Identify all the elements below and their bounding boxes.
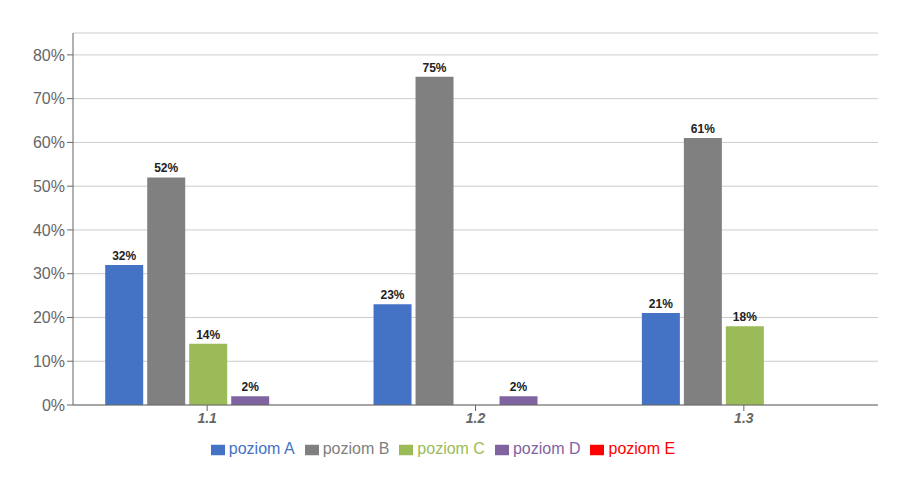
- svg-text:61%: 61%: [691, 122, 715, 136]
- html-text:poziom B: poziom B: [322, 440, 390, 457]
- svg-text:40%: 40%: [33, 222, 65, 239]
- svg-text:1.3: 1.3: [734, 410, 754, 426]
- svg-text:14%: 14%: [196, 328, 220, 342]
- html-text:poziom D: poziom D: [512, 440, 581, 457]
- svg-text:52%: 52%: [154, 161, 178, 175]
- svg-text:10%: 10%: [33, 353, 65, 370]
- svg-text:1.1: 1.1: [197, 410, 217, 426]
- svg-text:2%: 2%: [242, 380, 260, 394]
- svg-text:2%: 2%: [510, 380, 528, 394]
- svg-text:60%: 60%: [33, 134, 65, 151]
- svg-text:70%: 70%: [33, 90, 65, 107]
- html-text:poziom C: poziom C: [417, 440, 485, 457]
- svg-text:0%: 0%: [42, 397, 65, 414]
- svg-text:20%: 20%: [33, 309, 65, 326]
- svg-text:32%: 32%: [112, 249, 136, 263]
- svg-text:18%: 18%: [733, 310, 757, 324]
- svg-text:1.2: 1.2: [466, 410, 486, 426]
- html-text:poziom E: poziom E: [608, 440, 676, 457]
- svg-text:50%: 50%: [33, 178, 65, 195]
- svg-text:21%: 21%: [649, 297, 673, 311]
- html-text:poziom A: poziom A: [228, 440, 295, 457]
- svg-text:75%: 75%: [423, 61, 447, 75]
- svg-text:23%: 23%: [381, 288, 405, 302]
- svg-text:30%: 30%: [33, 265, 65, 282]
- svg-text:80%: 80%: [33, 47, 65, 64]
